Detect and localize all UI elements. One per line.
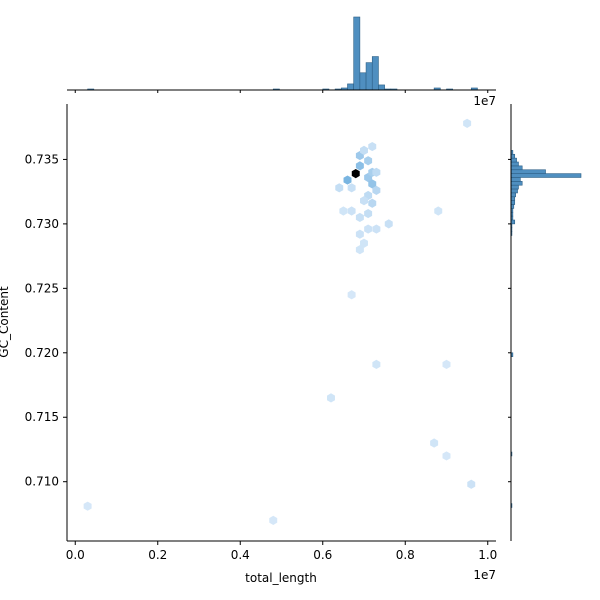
x-tick-label: 0.6 (313, 548, 332, 562)
hexbin-cell (368, 179, 377, 189)
x-axis-ticks: 0.0 0.2 0.4 0.6 0.8 1.0 (66, 541, 497, 562)
hexbin-cell (355, 161, 364, 171)
hexbin-cell (364, 224, 373, 234)
hexbin-cell (327, 393, 335, 403)
right-marginal-axes (508, 104, 582, 541)
y-axis-label: GC_Content (0, 286, 11, 358)
top-marginal-bar (371, 56, 379, 91)
top-offset-label: 1e7 (473, 94, 496, 108)
hexbin-cell (351, 169, 360, 179)
hexbin-cell (347, 290, 356, 300)
hexbin-cell (347, 183, 356, 193)
x-tick-label: 0.2 (148, 548, 167, 562)
hexbin-cell (347, 206, 356, 216)
main-axes: 0.0 0.2 0.4 0.6 0.8 1.0 0.7100.7150.7200.7250… (0, 104, 497, 585)
hexbin-cell (335, 183, 344, 193)
y-tick-label: 0.710 (25, 475, 59, 489)
hexbin-cell (355, 245, 364, 255)
hexbin-cell (442, 451, 451, 461)
right-marginal-bar (510, 177, 521, 182)
top-marginal-bar (365, 62, 373, 91)
x-tick-label: 0.8 (396, 548, 415, 562)
right-marginal-bar (510, 165, 523, 171)
hexbin-cell (384, 219, 393, 229)
right-marginal-bar (510, 219, 516, 225)
hexbin-cell (360, 238, 368, 248)
hexbin-cell (434, 206, 443, 216)
top-marginal-bar (353, 16, 361, 91)
top-marginal-bars (87, 16, 478, 91)
y-tick-label: 0.725 (25, 281, 59, 295)
hexbin-cell (368, 141, 377, 152)
hexbin-cell (467, 479, 476, 489)
hexbin-cell (430, 438, 439, 448)
right-marginal-bar (510, 188, 518, 194)
hexbin-cell (463, 118, 472, 128)
hexbin-cell (355, 229, 364, 239)
hexbin-cell (368, 198, 377, 208)
right-marginal-bars (510, 150, 582, 508)
x-offset-label: 1e7 (473, 568, 496, 582)
y-axis-ticks: 0.710 0.715 0.720 0.725 0.730 0.735 (25, 152, 67, 489)
y-tick-label: 0.735 (25, 152, 59, 166)
top-marginal-bar (359, 72, 367, 91)
right-marginal-bar (510, 196, 516, 201)
hexbin-cell (339, 206, 348, 216)
hexbin-cell (372, 224, 381, 234)
top-marginal-bar (347, 83, 354, 91)
hexbin-cell (360, 196, 368, 206)
hexbin-layer (83, 118, 476, 525)
right-marginal-bar (510, 153, 516, 159)
x-axis-label: total_length (245, 571, 317, 585)
right-marginal-bar (510, 169, 546, 174)
hexbin-cell (442, 359, 451, 369)
hexbin-cell (372, 359, 381, 369)
hexbin-cell (364, 156, 373, 166)
right-marginal-bar (510, 173, 582, 178)
y-tick-label: 0.730 (25, 217, 59, 231)
hexbin-cell (269, 515, 278, 525)
right-marginal-bar (510, 184, 519, 190)
hexbin-cell (372, 167, 381, 177)
hexbin-cell (372, 185, 381, 195)
right-marginal-ticks (508, 158, 511, 483)
right-marginal-bar (510, 200, 516, 205)
top-marginal-bar (378, 84, 385, 91)
hexbin-cell (364, 208, 373, 219)
y-tick-label: 0.715 (25, 410, 59, 424)
right-marginal-bar (510, 192, 516, 198)
x-tick-label: 1.0 (478, 548, 497, 562)
hexbin-cell (83, 501, 92, 511)
top-marginal-axes: 1e7 (67, 16, 496, 108)
right-marginal-bar (510, 157, 517, 163)
y-tick-label: 0.720 (25, 346, 59, 360)
x-tick-label: 0.0 (66, 548, 85, 562)
hexbin-cell (360, 145, 368, 156)
x-tick-label: 0.4 (231, 548, 250, 562)
hexbin-cell (343, 175, 352, 185)
right-marginal-bar (510, 181, 523, 186)
hexbin-cell (355, 212, 364, 223)
top-marginal-ticks (74, 90, 489, 93)
right-marginal-bar (510, 161, 519, 167)
